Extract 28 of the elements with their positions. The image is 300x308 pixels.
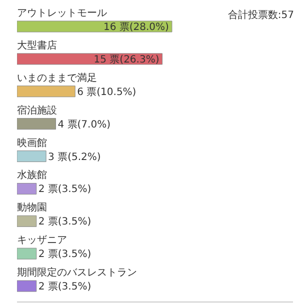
data-label: 6 票(10.5%) <box>77 86 136 98</box>
data-label: 3 票(5.2%) <box>48 152 101 163</box>
data-label: 15 票(26.3%) <box>94 54 160 66</box>
y-tick-label: 期間限定のバスレストラン <box>17 266 137 279</box>
bar <box>17 182 37 194</box>
data-label: 16 票(28.0%) <box>103 22 170 33</box>
bar <box>17 53 163 65</box>
data-label: 2 票(3.5%) <box>38 216 92 228</box>
bar <box>17 118 56 130</box>
bar <box>17 215 37 227</box>
y-tick-label: 動物園 <box>17 202 47 214</box>
y-tick-label: アウトレットモール <box>17 8 107 19</box>
data-label: 2 票(3.5%) <box>38 184 92 196</box>
bar <box>17 280 37 292</box>
annotation: 合計投票数:57 <box>228 8 294 22</box>
y-tick-label: 大型書店 <box>17 39 57 52</box>
y-tick-label: いまのままで満足 <box>17 72 97 84</box>
y-tick-label: 宿泊施設 <box>17 104 57 116</box>
data-label: 2 票(3.5%) <box>38 249 92 260</box>
y-tick-label: 水族館 <box>17 169 47 182</box>
bar <box>17 150 46 162</box>
y-tick-label: キッザニア <box>17 235 67 246</box>
y-tick-label: 映画館 <box>17 136 47 149</box>
bar <box>17 86 76 98</box>
data-label: 2 票(3.5%) <box>38 282 92 293</box>
bar <box>17 248 37 260</box>
bar <box>17 20 172 32</box>
data-label: 4 票(7.0%) <box>58 119 111 130</box>
